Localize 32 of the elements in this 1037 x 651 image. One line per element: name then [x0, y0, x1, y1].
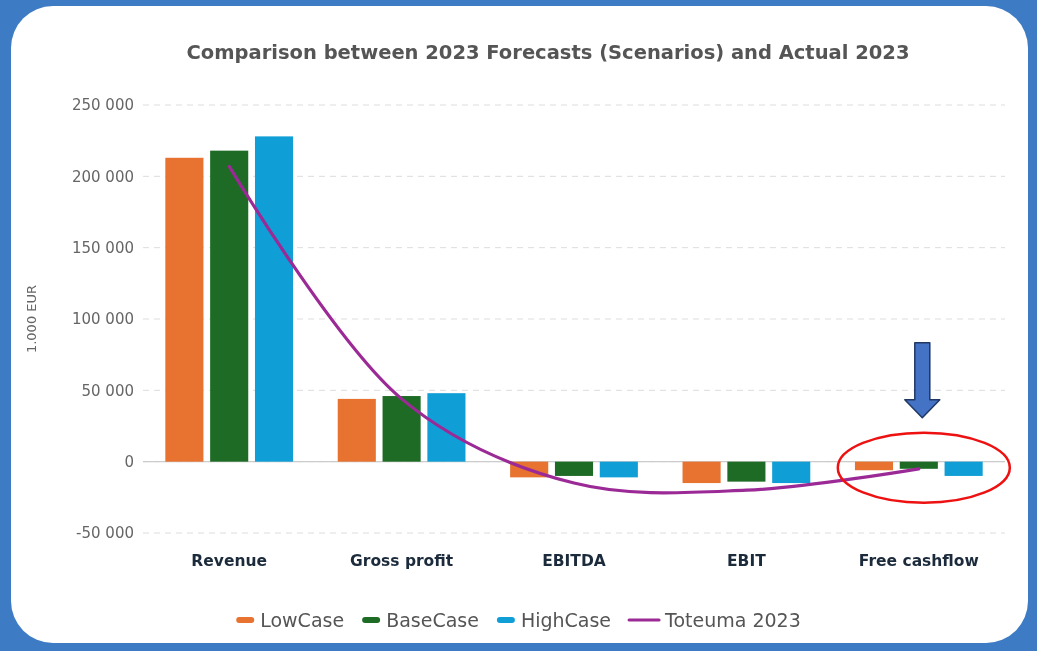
y-tick-label: 50 000 [81, 381, 134, 400]
bar [210, 150, 249, 462]
y-tick-label: 250 000 [71, 96, 134, 115]
bar [682, 461, 721, 484]
y-axis-title: 1.000 EUR [24, 284, 39, 354]
chart-title: Comparison between 2023 Forecasts (Scenarios) and Actual 2023 [186, 41, 910, 64]
bar [337, 398, 376, 462]
bar [772, 461, 811, 484]
bar [854, 461, 894, 471]
legend-label: HighCase [520, 608, 612, 631]
x-tick-label: Revenue [191, 552, 268, 570]
legend-label: BaseCase [386, 608, 479, 631]
bar [727, 461, 766, 482]
x-tick-label: Gross profit [350, 552, 454, 570]
x-tick-label: Free cashflow [858, 552, 979, 570]
bar [944, 461, 983, 476]
y-tick-label: 150 000 [71, 238, 134, 257]
legend-label: Toteuma 2023 [664, 608, 801, 631]
bar [165, 157, 204, 462]
bar [382, 396, 421, 462]
bar [899, 461, 938, 469]
bar [599, 461, 638, 478]
bar [427, 393, 466, 462]
x-tick-label: EBITDA [542, 552, 606, 570]
x-tick-label: EBIT [727, 552, 767, 570]
y-tick-label: 200 000 [71, 167, 134, 186]
bar [554, 461, 594, 476]
legend-label: LowCase [260, 608, 345, 631]
y-tick-label: 0 [124, 452, 134, 471]
bar [254, 136, 294, 462]
y-tick-label: 100 000 [71, 310, 134, 329]
y-tick-label: -50 000 [76, 524, 134, 543]
